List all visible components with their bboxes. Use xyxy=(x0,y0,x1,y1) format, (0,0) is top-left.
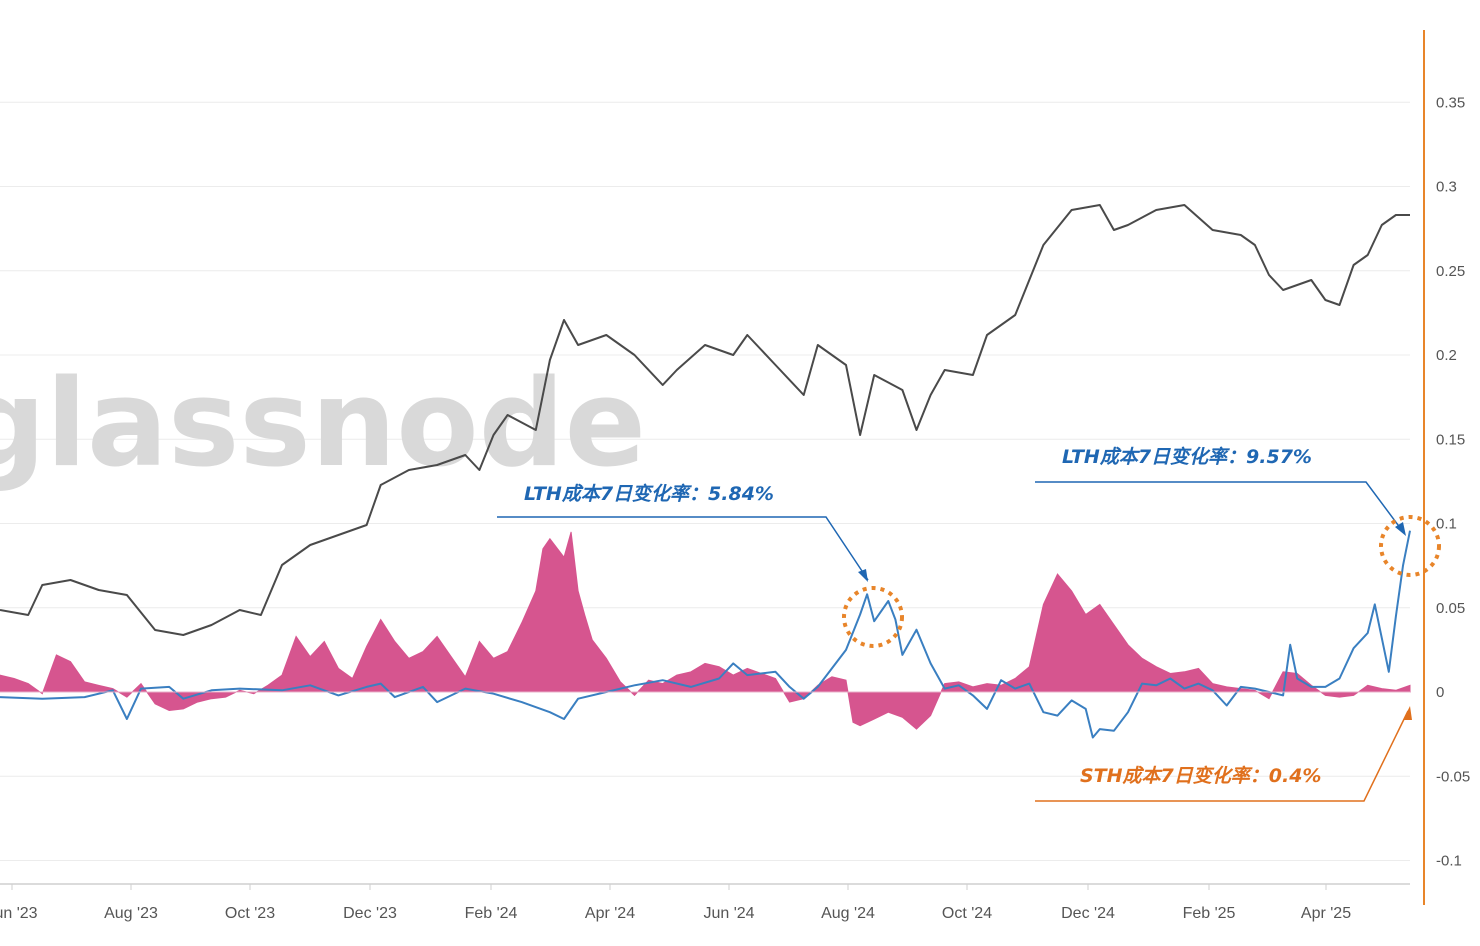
x-tick-label: Dec '23 xyxy=(343,905,397,922)
lth-line-path xyxy=(0,530,1411,739)
axes xyxy=(0,30,1425,905)
y-tick-label: 0.35 xyxy=(1436,94,1465,111)
price-line xyxy=(0,204,1410,636)
x-tick-label: Aug '24 xyxy=(821,905,875,922)
watermark: glassnode xyxy=(0,355,646,494)
annotation-arrowhead xyxy=(1395,522,1406,536)
x-tick-label: Feb '24 xyxy=(465,905,518,922)
annotation-leader-line xyxy=(1035,481,1405,534)
y-tick-label: 0.2 xyxy=(1436,347,1457,364)
annotation-label: LTH成本7日变化率：9.57% xyxy=(1062,446,1312,468)
y-axis-ticks: 0.35 0.3 0.25 0.2 0.15 0.1 0.05 0 -0.05 -0.1 xyxy=(1436,94,1470,869)
y-tick-label: 0.3 xyxy=(1436,179,1457,196)
y-tick-label: 0.05 xyxy=(1436,600,1465,617)
x-axis-ticks: Jun '23 Aug '23 Oct '23 Dec '23 Feb '24 Apr '… xyxy=(0,884,1351,922)
x-tick-label: Jun '24 xyxy=(703,905,754,922)
highlight-circle xyxy=(1379,515,1441,577)
y-tick-label: 0.1 xyxy=(1436,516,1457,533)
annotations: LTH成本7日变化率：5.84% LTH成本7日变化率：9.57% STH成本7日变… xyxy=(497,446,1441,802)
y-tick-label: 0.25 xyxy=(1436,263,1465,280)
annotation-label: LTH成本7日变化率：5.84% xyxy=(524,483,774,505)
annotation-label: STH成本7日变化率：0.4% xyxy=(1080,765,1321,787)
x-tick-label: Apr '24 xyxy=(585,905,635,922)
y-tick-label: -0.1 xyxy=(1436,853,1462,870)
sth-area-path xyxy=(0,531,1411,730)
x-tick-label: Dec '24 xyxy=(1061,905,1115,922)
y-tick-label: -0.05 xyxy=(1436,768,1470,785)
x-tick-label: Jun '23 xyxy=(0,905,38,922)
lth-cost-change-line xyxy=(0,530,1411,739)
annotation-arrowhead xyxy=(1403,706,1412,720)
x-tick-label: Oct '23 xyxy=(225,905,275,922)
highlight-circle xyxy=(842,586,904,648)
x-tick-label: Oct '24 xyxy=(942,905,992,922)
annotation-leader-line xyxy=(497,516,869,581)
sth-cost-change-area xyxy=(0,531,1411,730)
x-tick-label: Feb '25 xyxy=(1183,905,1236,922)
x-tick-label: Aug '23 xyxy=(104,905,158,922)
x-tick-label: Apr '25 xyxy=(1301,905,1351,922)
gridlines xyxy=(0,101,1410,861)
y-tick-label: 0.15 xyxy=(1436,431,1465,448)
y-tick-label: 0 xyxy=(1436,684,1444,701)
price-line-path xyxy=(0,204,1410,636)
annotation-arrowhead xyxy=(858,569,868,582)
annotation-leader-line xyxy=(1035,710,1409,802)
